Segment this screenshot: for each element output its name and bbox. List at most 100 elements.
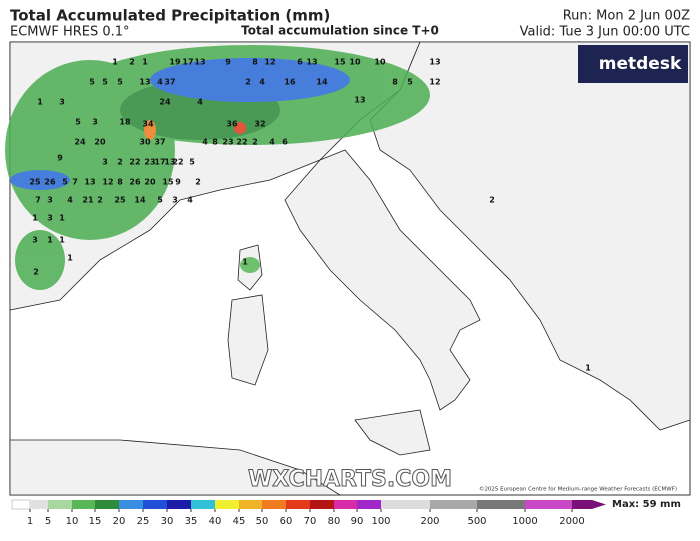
precip-label: 3 <box>47 214 53 223</box>
precip-label: 1 <box>585 364 591 373</box>
legend-tick-label: 60 <box>280 516 293 527</box>
precip-label: 3 <box>59 98 65 107</box>
legend-swatch <box>310 500 334 509</box>
precip-label: 24 <box>74 138 86 147</box>
precip-label: 15 <box>162 178 174 187</box>
legend-tick-label: 200 <box>420 516 439 527</box>
precip-label: 5 <box>189 158 195 167</box>
precip-label: 25 <box>29 178 41 187</box>
precip-label: 8 <box>252 58 258 67</box>
precip-label: 2 <box>129 58 135 67</box>
precip-label: 5 <box>75 118 81 127</box>
legend-swatch <box>262 500 286 509</box>
precip-label: 13 <box>84 178 95 187</box>
precip-label: 8 <box>117 178 123 187</box>
legend-tick-label: 2000 <box>559 516 584 527</box>
precip-area <box>144 120 156 140</box>
valid: Valid: Tue 3 Jun 00:00 UTC <box>520 25 690 40</box>
legend-swatch <box>167 500 191 509</box>
legend-start <box>11 499 31 510</box>
precip-label: 1 <box>59 214 65 223</box>
legend-tick-label: 1000 <box>512 516 537 527</box>
precip-label: 17 <box>154 158 165 167</box>
precip-label: 2 <box>117 158 123 167</box>
precip-label: 13 <box>164 158 175 167</box>
precip-label: 25 <box>114 196 126 205</box>
precip-label: 34 <box>142 120 154 129</box>
legend-swatch <box>286 500 310 509</box>
legend-swatch <box>477 500 525 509</box>
legend-arrow <box>592 500 606 509</box>
precip-label: 2 <box>33 268 39 277</box>
precip-label: 2 <box>97 196 103 205</box>
precip-label: 22 <box>129 158 140 167</box>
precip-label: 37 <box>164 78 175 87</box>
precip-label: 5 <box>117 78 123 87</box>
precip-label: 26 <box>129 178 141 187</box>
precip-label: 19 <box>169 58 181 67</box>
legend-tick-label: 15 <box>89 516 102 527</box>
precip-label: 4 <box>269 138 275 147</box>
precip-label: 1 <box>242 258 248 267</box>
precip-label: 7 <box>72 178 78 187</box>
precip-label: 5 <box>102 78 108 87</box>
legend-tick-label: 25 <box>137 516 150 527</box>
precip-label: 21 <box>82 196 94 205</box>
legend-swatch <box>572 500 592 509</box>
precip-label: 3 <box>92 118 98 127</box>
precip-label: 4 <box>187 196 193 205</box>
precip-label: 3 <box>102 158 108 167</box>
precip-label: 1 <box>47 236 53 245</box>
precip-label: 1 <box>112 58 118 67</box>
legend-swatch <box>143 500 167 509</box>
legend-swatch <box>48 500 72 509</box>
precip-label: 3 <box>47 196 53 205</box>
legend-swatch <box>381 500 430 509</box>
precip-label: 3 <box>32 236 38 245</box>
legend-swatch <box>119 500 143 509</box>
precip-label: 5 <box>89 78 95 87</box>
precip-label: 1 <box>59 236 65 245</box>
precip-label: 1 <box>67 254 73 263</box>
precip-label: 13 <box>306 58 317 67</box>
legend-tick-label: 45 <box>233 516 246 527</box>
precip-label: 17 <box>182 58 193 67</box>
precip-label: 12 <box>429 78 440 87</box>
legend: 1 5 10 15 20 25 30 35 40 45 50 60 70 80 90 100 200 500 100… <box>11 499 606 527</box>
precip-label: 13 <box>194 58 205 67</box>
precip-label: 20 <box>94 138 106 147</box>
precip-label: 9 <box>175 178 181 187</box>
copyright: ©2025 European Centre for Medium-range W… <box>479 486 677 493</box>
legend-tick-label: 5 <box>45 516 51 527</box>
precip-label: 1 <box>37 98 43 107</box>
precip-label: 36 <box>226 120 238 129</box>
legend-swatch <box>72 500 95 509</box>
precip-label: 3 <box>172 196 178 205</box>
legend-swatch <box>334 500 357 509</box>
precip-label: 22 <box>236 138 247 147</box>
precip-label: 2 <box>489 196 495 205</box>
legend-swatch <box>430 500 477 509</box>
legend-swatch <box>357 500 381 509</box>
precip-area <box>240 257 260 273</box>
balkans <box>369 41 691 431</box>
precip-area <box>10 170 70 190</box>
precip-area <box>150 58 350 102</box>
legend-tick-label: 50 <box>256 516 269 527</box>
legend-tick-label: 30 <box>161 516 174 527</box>
precip-label: 2 <box>195 178 201 187</box>
precip-label: 10 <box>349 58 361 67</box>
precip-label: 30 <box>139 138 151 147</box>
legend-tick-label: 1 <box>27 516 33 527</box>
precip-label: 12 <box>102 178 113 187</box>
precip-label: 4 <box>259 78 265 87</box>
legend-tick-label: 70 <box>304 516 317 527</box>
logo-box <box>578 45 688 83</box>
precip-label: 32 <box>254 120 265 129</box>
precip-label: 18 <box>119 118 131 127</box>
precip-label: 6 <box>282 138 288 147</box>
precip-label: 6 <box>297 58 303 67</box>
precip-label: 14 <box>316 78 328 87</box>
precip-label: 2 <box>245 78 251 87</box>
